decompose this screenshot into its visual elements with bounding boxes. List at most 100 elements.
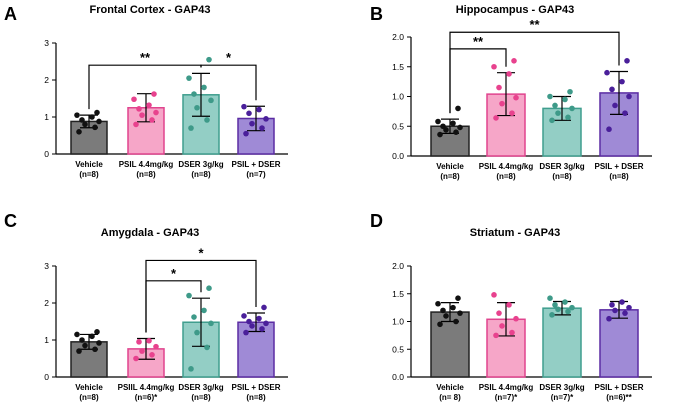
data-point [149,352,155,358]
data-point [204,344,210,351]
data-point [241,103,247,110]
data-point [79,337,85,343]
x-tick-label: PSIIL 4.4mg/kg [118,383,175,392]
y-tick-label: 0 [44,149,49,159]
data-point [74,112,80,118]
data-point [626,304,632,311]
n-label: (n=8) [79,393,99,402]
data-point [188,366,194,372]
data-point [82,342,88,349]
data-point [259,326,265,332]
x-tick-label: Vehicle [436,162,464,171]
panel-title: Frontal Cortex - GAP43 [89,4,210,16]
n-label: (n=7)* [495,393,518,402]
n-label: (n=8) [246,393,266,402]
data-point [94,109,100,116]
data-point [453,318,459,325]
data-point [261,304,267,311]
data-point [443,313,449,319]
data-point [437,131,443,138]
data-point [552,102,558,109]
data-point [626,93,632,100]
data-point [612,307,618,314]
data-point [493,115,499,121]
data-point [194,329,200,336]
data-point [249,120,255,127]
data-point [506,302,512,308]
data-point [506,71,512,77]
x-tick-label: Vehicle [436,383,464,392]
data-point [609,86,615,93]
x-tick-label: PSIL 4.4mg/kg [119,160,174,169]
data-point [622,110,628,116]
y-tick-label: 1 [44,112,49,122]
data-point [139,348,145,354]
data-point [457,310,463,316]
data-point [509,329,515,336]
data-point [204,117,210,123]
y-tick-label: 0.5 [392,344,404,354]
data-point [94,329,100,335]
data-point [547,295,553,301]
data-point [513,94,519,101]
n-label: (n=8) [609,172,629,181]
data-point [567,88,573,95]
data-point [624,58,630,64]
bar [599,309,639,378]
data-point [549,312,555,318]
data-point [435,118,441,125]
y-tick-label: 1.0 [392,92,404,102]
data-point [194,104,200,111]
significance-label: ** [140,50,151,65]
data-point [493,332,499,339]
data-point [612,102,618,109]
bar [542,307,582,378]
x-tick-label: PSIL + DSER [595,383,644,392]
data-point [491,292,497,298]
n-label: (n=8) [496,172,516,181]
y-tick-label: 1.5 [392,289,404,299]
x-tick-label: Vehicle [75,383,103,392]
panel-title: Striatum - GAP43 [470,227,560,239]
data-point [96,340,102,346]
data-point [552,302,558,308]
y-tick-label: 2 [44,75,49,85]
data-point [151,91,157,97]
n-label: (n=7)* [551,393,574,402]
panel-letter: A [4,4,17,24]
x-tick-label: Vehicle [75,160,103,169]
data-point [263,116,269,122]
data-point [457,124,463,131]
significance-bracket [449,31,620,114]
data-point [256,315,262,322]
data-point [453,129,459,135]
x-tick-label: DSER 3g/kg [178,383,223,392]
data-point [440,123,446,130]
y-tick-label: 3 [44,38,49,48]
data-point [191,314,197,320]
data-point [191,91,197,97]
data-point [79,117,85,123]
panel-letter: C [4,211,17,231]
data-point [208,320,214,327]
data-point [619,78,625,85]
data-point [562,299,568,305]
x-tick-label: DSER 3g/kg [178,160,223,169]
y-tick-label: 2 [44,298,49,308]
data-point [241,313,247,319]
data-point [89,114,95,120]
data-point [153,109,159,116]
data-point [256,106,262,113]
data-point [555,306,561,313]
data-point [146,337,152,344]
data-point [569,304,575,311]
data-point [565,114,571,121]
n-label: (n=6)** [606,393,632,402]
data-point [263,320,269,327]
data-point [76,129,82,135]
data-point [499,100,505,107]
data-point [136,106,142,112]
significance-label: ** [473,34,484,49]
data-point [243,329,249,336]
data-point [149,117,155,123]
